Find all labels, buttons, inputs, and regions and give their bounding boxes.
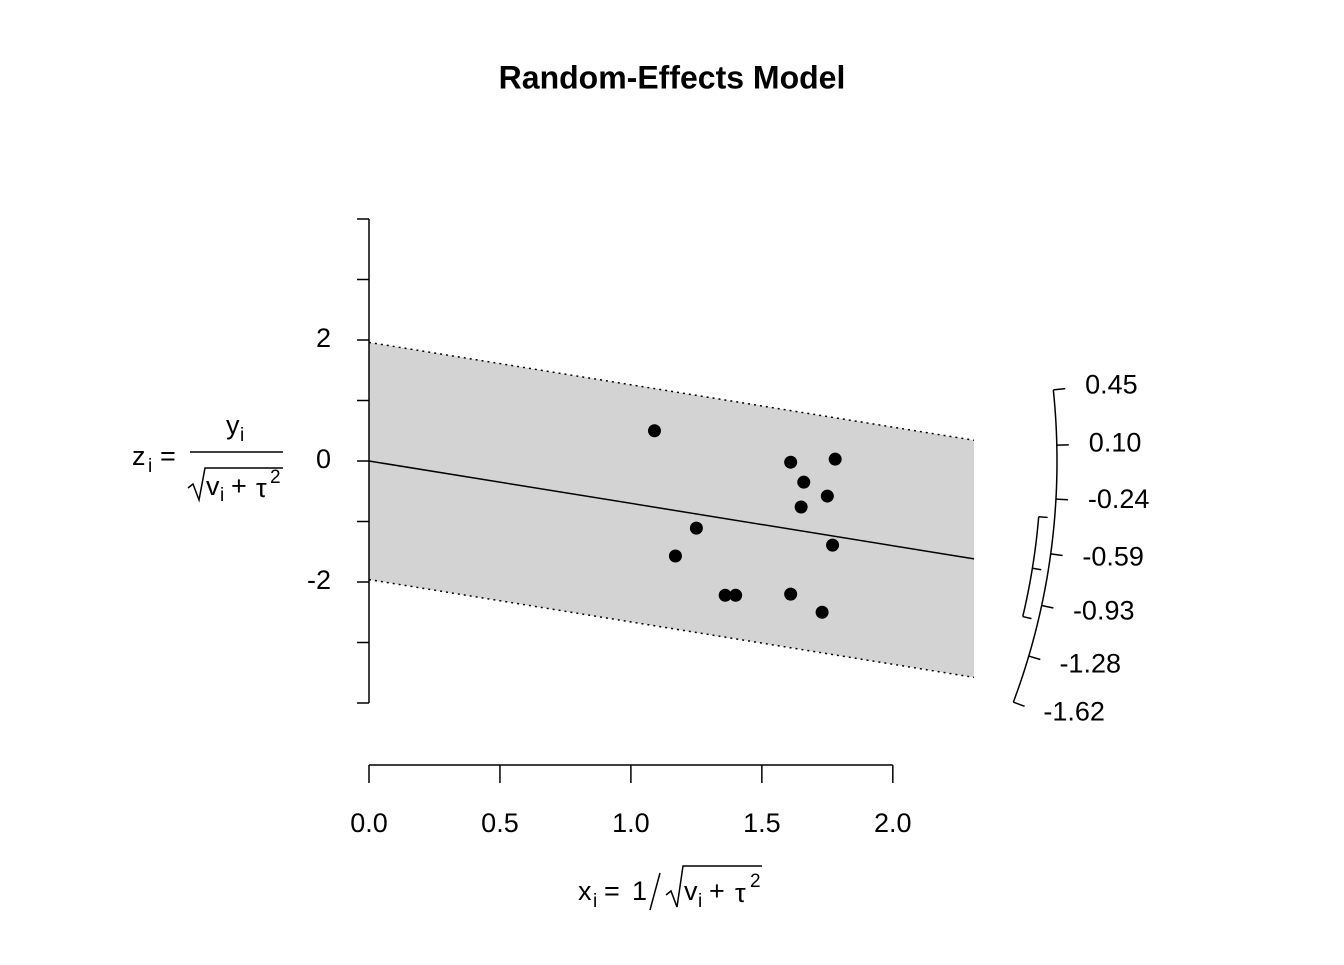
label-part: + bbox=[709, 876, 725, 906]
y-axis-label: z i = y i v i + τ 2 bbox=[132, 410, 283, 506]
y-tick-label: -2 bbox=[307, 565, 331, 595]
label-part: v bbox=[684, 876, 698, 906]
x-tick-label: 0.0 bbox=[350, 808, 388, 838]
study-point bbox=[795, 500, 808, 513]
estimate-tick bbox=[1032, 568, 1041, 569]
study-point bbox=[690, 522, 703, 535]
study-point bbox=[784, 588, 797, 601]
label-part: i bbox=[698, 891, 702, 912]
study-point bbox=[797, 476, 810, 489]
label-part: x bbox=[578, 876, 592, 906]
x-tick-label: 2.0 bbox=[874, 808, 912, 838]
study-point bbox=[784, 456, 797, 469]
label-part: τ bbox=[256, 473, 267, 503]
label-part: 2 bbox=[750, 871, 761, 892]
arc-tick-label: -1.28 bbox=[1059, 648, 1121, 678]
y-tick-label: 0 bbox=[316, 444, 331, 474]
study-point bbox=[648, 424, 661, 437]
study-point bbox=[816, 606, 829, 619]
label-part: y bbox=[226, 410, 240, 440]
study-point bbox=[821, 490, 834, 503]
arc-tick-label: -0.59 bbox=[1082, 541, 1144, 571]
label-part: v bbox=[206, 471, 220, 501]
label-part: 2 bbox=[270, 467, 281, 488]
study-point bbox=[729, 589, 742, 602]
x-tick-label: 1.0 bbox=[612, 808, 650, 838]
arc-tick bbox=[1042, 606, 1054, 609]
x-axis-label: x i = 1 v i + τ 2 bbox=[578, 866, 762, 912]
arc-tick bbox=[1013, 702, 1024, 706]
ci-end bbox=[1039, 517, 1048, 518]
label-part: z bbox=[132, 441, 146, 471]
label-part: = bbox=[604, 876, 620, 906]
x-tick-label: 0.5 bbox=[481, 808, 519, 838]
label-part: 1 bbox=[632, 876, 647, 906]
arc-tick-label: -0.24 bbox=[1088, 484, 1150, 514]
label-part: = bbox=[160, 441, 176, 471]
label-part: i bbox=[240, 425, 244, 446]
arc-tick-label: 0.45 bbox=[1085, 370, 1138, 400]
arc-tick bbox=[1029, 656, 1041, 659]
chart-title: Random-Effects Model bbox=[499, 59, 846, 95]
study-point bbox=[829, 453, 842, 466]
ci-end bbox=[1023, 617, 1032, 619]
study-point bbox=[669, 549, 682, 562]
y-tick-label: 2 bbox=[316, 323, 331, 353]
label-part: i bbox=[220, 485, 224, 506]
arc-tick bbox=[1056, 499, 1068, 500]
study-point bbox=[826, 539, 839, 552]
slash bbox=[650, 873, 660, 910]
label-part: + bbox=[231, 471, 247, 501]
arc-tick-label: 0.10 bbox=[1089, 427, 1142, 457]
arc-tick-label: -1.62 bbox=[1043, 696, 1105, 726]
ci-bracket bbox=[1023, 517, 1039, 617]
label-part: i bbox=[593, 891, 597, 912]
arc-tick bbox=[1051, 554, 1063, 556]
label-part: τ bbox=[735, 878, 746, 908]
arc-tick bbox=[1053, 389, 1065, 390]
x-tick-label: 1.5 bbox=[743, 808, 781, 838]
arc-tick-label: -0.93 bbox=[1073, 595, 1135, 625]
label-part: i bbox=[148, 456, 152, 477]
